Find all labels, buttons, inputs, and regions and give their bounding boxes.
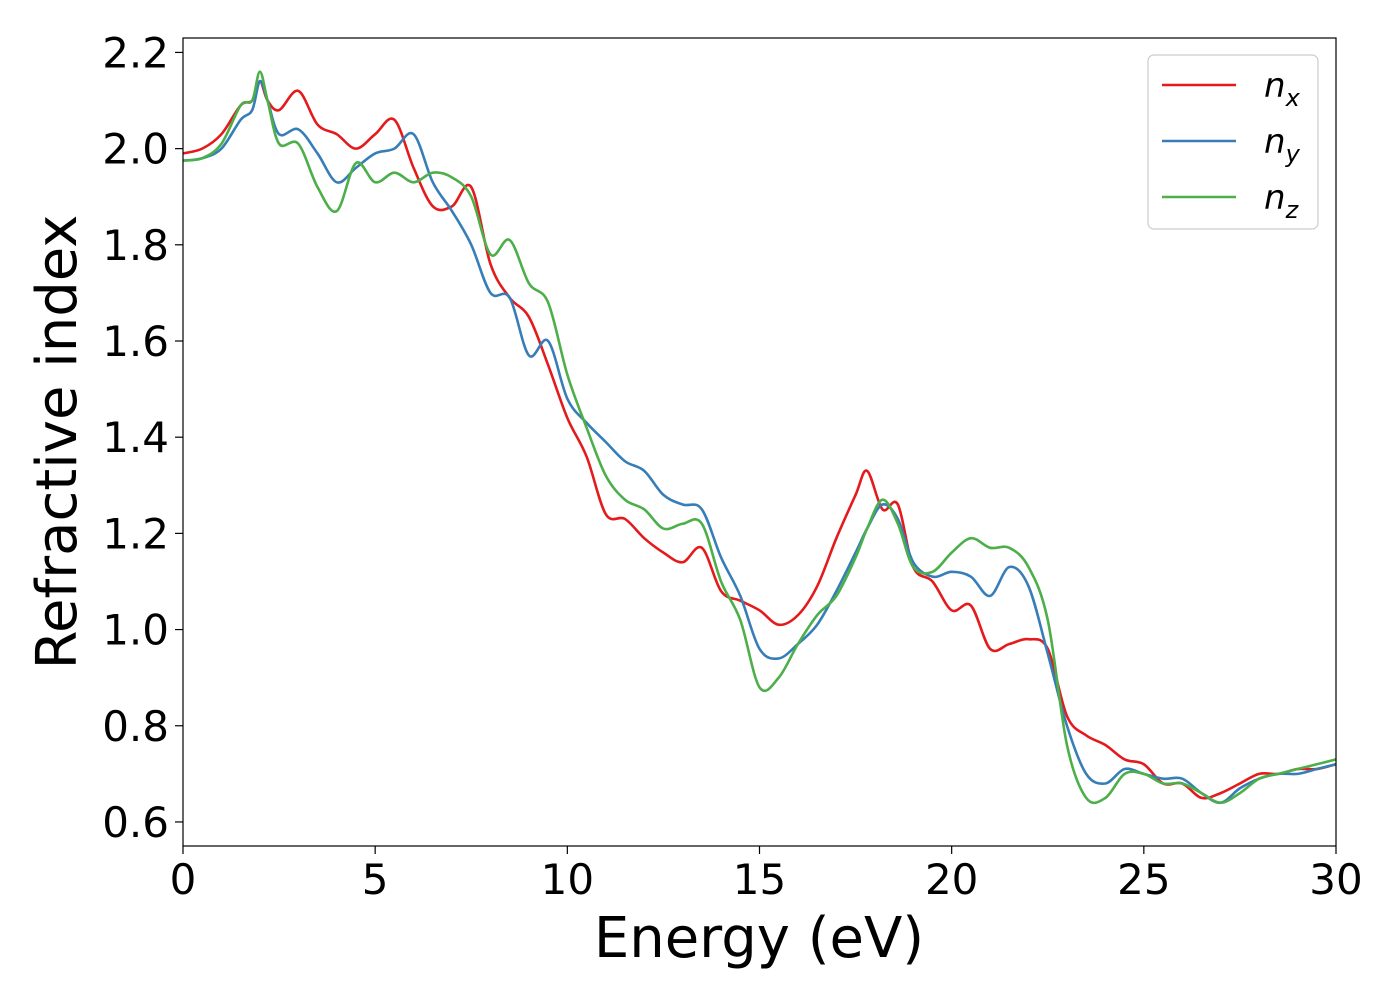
x-tick-label: 5 [362,855,389,904]
series-line-ny [183,79,1336,805]
x-tick-label: 10 [541,855,594,904]
legend-label-base: n [1264,66,1286,106]
legend-label-base: n [1264,178,1286,218]
x-tick-label: 0 [170,855,197,904]
y-tick-label: 1.4 [102,413,169,462]
series-layer [183,70,1336,805]
y-tick-label: 1.2 [102,509,169,558]
legend-label-ny: ny [1264,122,1301,168]
legend-label-subscript: y [1285,140,1301,168]
y-tick-label: 1.6 [102,317,169,366]
y-axis: 0.6 0.8 1.0 1.2 1.4 1.6 1.8 2.0 2.2 [102,28,183,847]
y-tick-label: 2.0 [102,125,169,174]
y-axis-title: Refractive index [25,215,90,670]
series-line-nx [183,79,1336,800]
legend-label-base: n [1264,122,1286,162]
x-tick-label: 30 [1309,855,1362,904]
x-tick-label: 20 [925,855,978,904]
y-tick-label: 0.6 [102,798,169,847]
y-tick-label: 1.8 [102,221,169,270]
legend-label-subscript: z [1285,196,1300,224]
y-tick-label: 0.8 [102,702,169,751]
y-tick-label: 2.2 [102,28,169,77]
y-tick-label: 1.0 [102,606,169,655]
legend-label-nz: nz [1264,178,1300,224]
legend-label-subscript: x [1285,84,1301,112]
x-axis-title: Energy (eV) [594,906,924,971]
legend-label-nx: nx [1264,66,1301,112]
x-tick-label: 25 [1117,855,1170,904]
x-tick-label: 15 [733,855,786,904]
series-line-nz [183,70,1336,805]
x-axis: 0 5 10 15 20 25 30 [170,846,1363,904]
